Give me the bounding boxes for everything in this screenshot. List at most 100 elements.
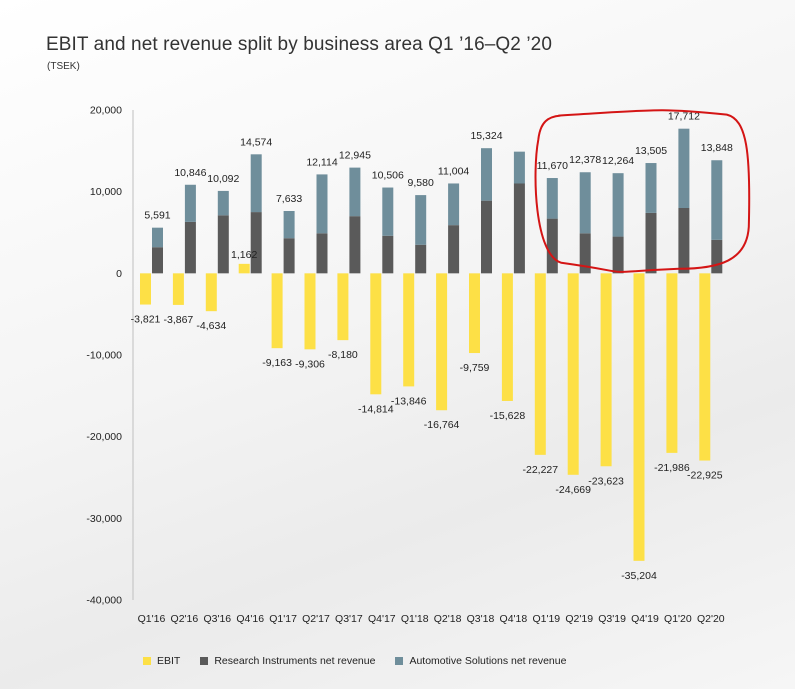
revenue-total-label: 5,591	[144, 210, 170, 222]
x-tick-label: Q2'19	[565, 613, 593, 625]
bar-ebit	[271, 273, 283, 349]
bar-research	[612, 236, 624, 274]
bar-automotive	[382, 187, 394, 236]
bar-ebit	[370, 273, 382, 395]
bar-automotive	[283, 210, 295, 239]
bar-ebit	[140, 273, 151, 305]
bar-research	[152, 247, 163, 274]
x-tick-label: Q2'16	[171, 613, 199, 625]
bar-ebit	[666, 273, 678, 453]
bar-ebit	[304, 273, 316, 350]
bar-research	[448, 225, 460, 274]
ebit-label: -21,986	[654, 462, 690, 474]
y-tick-label: -20,000	[86, 431, 122, 443]
x-tick-label: Q1'18	[401, 613, 429, 625]
ebit-label: -22,227	[522, 464, 558, 476]
x-tick-label: Q2'20	[697, 613, 725, 625]
revenue-total-label: 10,506	[372, 170, 404, 182]
legend-item-research: Research Instruments net revenue	[200, 655, 375, 667]
bar-research	[546, 218, 558, 274]
bar-research	[250, 212, 262, 274]
bar-automotive	[184, 184, 196, 222]
revenue-total-label: 12,114	[306, 156, 337, 168]
x-tick-label: Q2'18	[434, 613, 462, 625]
bar-automotive	[349, 167, 361, 217]
revenue-total-label: 10,846	[174, 167, 206, 179]
bar-automotive	[415, 195, 427, 245]
revenue-total-label: 15,324	[470, 130, 502, 142]
x-tick-label: Q4'17	[368, 613, 396, 625]
ebit-label: -15,628	[490, 410, 526, 422]
bar-ebit	[600, 273, 612, 467]
ebit-label: -4,634	[196, 320, 226, 332]
revenue-total-label: 11,004	[438, 165, 469, 177]
bar-ebit	[501, 273, 513, 401]
legend-label-automotive: Automotive Solutions net revenue	[409, 655, 567, 667]
highlight-outline	[534, 109, 751, 273]
ebit-label: -16,764	[424, 419, 460, 431]
bar-ebit	[337, 273, 349, 341]
chart-title: EBIT and net revenue split by business a…	[46, 34, 552, 55]
bar-research	[283, 238, 295, 274]
bar-automotive	[678, 128, 690, 208]
revenue-total-label: 14,574	[240, 136, 272, 148]
revenue-total-label: 12,945	[339, 150, 371, 162]
bar-automotive	[152, 227, 163, 248]
y-tick-label: 10,000	[90, 186, 122, 198]
bar-ebit	[633, 273, 645, 561]
unit-label: (TSEK)	[47, 61, 80, 72]
bar-research	[217, 215, 229, 274]
bar-ebit	[172, 273, 184, 305]
legend-item-automotive: Automotive Solutions net revenue	[395, 655, 566, 667]
revenue-total-label: 7,633	[276, 193, 302, 205]
y-tick-label: -40,000	[86, 595, 122, 607]
x-tick-label: Q4'16	[236, 613, 264, 625]
ebit-label: -8,180	[328, 349, 358, 361]
legend-item-ebit: EBIT	[143, 655, 180, 667]
ebit-label: -23,623	[588, 475, 624, 487]
bar-ebit	[436, 273, 448, 411]
bar-ebit	[567, 273, 579, 475]
bar-ebit	[403, 273, 415, 387]
bar-research	[481, 200, 492, 274]
bar-automotive	[579, 172, 591, 234]
bar-automotive	[316, 174, 328, 234]
ebit-label: -35,204	[621, 570, 657, 582]
revenue-total-label: 12,264	[602, 155, 634, 167]
bar-research	[316, 233, 328, 274]
x-tick-label: Q1'19	[532, 613, 560, 625]
x-tick-label: Q2'17	[302, 613, 330, 625]
x-tick-label: Q1'20	[664, 613, 692, 625]
bar-research	[415, 244, 427, 274]
ebit-label: -14,814	[358, 403, 394, 415]
revenue-total-label: 12,378	[569, 154, 601, 166]
bar-automotive	[250, 154, 262, 213]
legend-label-ebit: EBIT	[157, 655, 181, 667]
bar-research	[678, 208, 690, 274]
legend-swatch-automotive	[395, 657, 404, 665]
bar-research	[184, 221, 196, 274]
bar-ebit	[469, 273, 480, 354]
x-tick-label: Q3'18	[467, 613, 495, 625]
bar-research	[349, 216, 361, 274]
ebit-label: -13,846	[391, 395, 427, 407]
bar-research	[382, 235, 394, 274]
bar-research	[579, 233, 591, 274]
revenue-total-label: 11,670	[537, 160, 568, 172]
bar-research	[513, 183, 525, 274]
ebit-label: -9,163	[262, 357, 292, 369]
bar-automotive	[711, 160, 723, 240]
legend-swatch-ebit	[143, 657, 151, 665]
revenue-total-label: 13,505	[635, 145, 667, 157]
revenue-total-label: 9,580	[408, 177, 434, 189]
legend-swatch-research	[200, 657, 209, 665]
revenue-total-label: 17,712	[668, 111, 700, 123]
legend: EBIT Research Instruments net revenue Au…	[143, 655, 566, 667]
y-tick-label: -10,000	[86, 350, 122, 362]
x-tick-label: Q3'19	[598, 613, 626, 625]
x-tick-label: Q4'18	[500, 613, 528, 625]
bar-research	[711, 239, 723, 274]
x-tick-label: Q1'17	[269, 613, 297, 625]
ebit-label: 1,162	[231, 249, 257, 261]
x-tick-label: Q3'17	[335, 613, 363, 625]
